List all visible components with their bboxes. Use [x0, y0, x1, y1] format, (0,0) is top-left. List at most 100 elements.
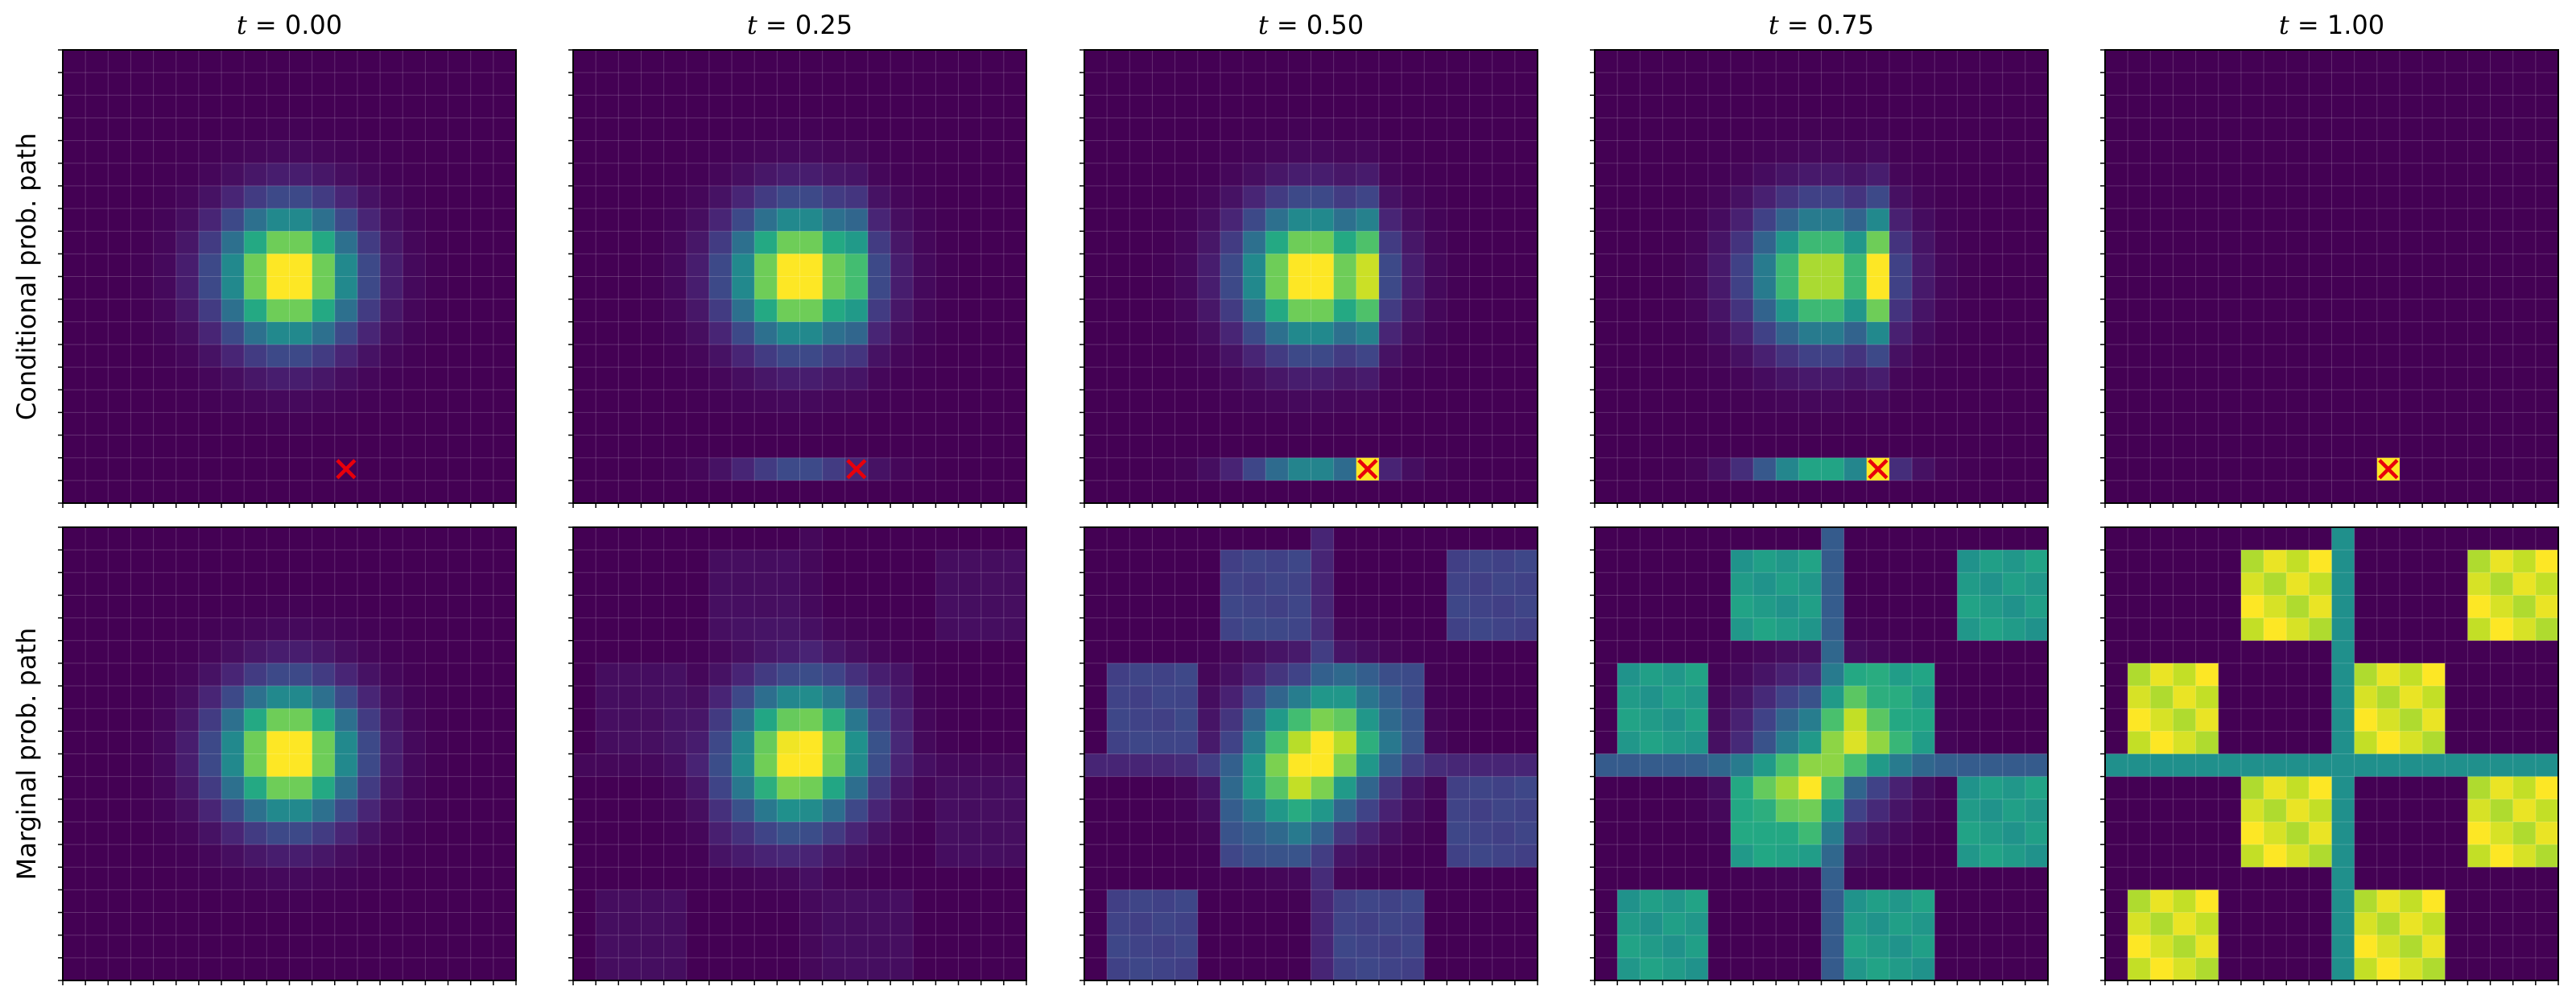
heatmap-cell	[244, 95, 267, 119]
heatmap-cell	[244, 753, 267, 778]
heatmap-cell	[1152, 412, 1176, 436]
heatmap-cell	[2286, 640, 2310, 664]
heatmap-cell	[2467, 867, 2491, 890]
heatmap-cell	[1243, 390, 1266, 413]
heatmap-cell	[777, 821, 801, 845]
heatmap-cell	[425, 821, 449, 845]
heatmap-cell	[312, 708, 336, 732]
heatmap-cell	[1821, 344, 1845, 368]
heatmap-cell	[2105, 140, 2128, 164]
heatmap-cell	[108, 435, 132, 459]
heatmap-cell	[334, 935, 358, 959]
heatmap-cell	[958, 889, 982, 914]
heatmap-cell	[2422, 957, 2446, 981]
heatmap-cell	[2105, 231, 2128, 254]
heatmap-cell	[448, 889, 472, 914]
heatmap-cell	[732, 140, 755, 164]
heatmap-cell	[2422, 799, 2446, 823]
heatmap-cell	[1003, 731, 1027, 755]
heatmap-cell	[2150, 844, 2174, 868]
heatmap-cell	[1356, 95, 1380, 119]
heatmap-cell	[641, 844, 665, 868]
heatmap-cell	[1707, 595, 1732, 619]
heatmap-cell	[85, 527, 109, 551]
heatmap-cell	[958, 844, 982, 868]
heatmap-cell	[1843, 889, 1868, 914]
heatmap-cell	[1333, 731, 1357, 755]
heatmap-cell	[312, 231, 336, 254]
heatmap-cell	[777, 118, 801, 142]
heatmap-cell	[1640, 889, 1664, 914]
heatmap-cell	[2128, 912, 2151, 936]
heatmap-cell	[1220, 776, 1244, 800]
heatmap-cell	[777, 957, 801, 981]
heatmap-cell	[175, 799, 200, 823]
heatmap-cell	[1957, 254, 1981, 278]
heatmap-cell	[777, 731, 801, 755]
heatmap-cell	[244, 118, 267, 142]
heatmap-cell	[153, 867, 177, 890]
heatmap-cell	[85, 799, 109, 823]
heatmap-cell	[2535, 844, 2559, 868]
heatmap-cell	[1424, 527, 1447, 551]
heatmap-cell	[1798, 640, 1823, 664]
heatmap-cell	[1333, 140, 1357, 164]
heatmap-cell	[1447, 799, 1471, 823]
heatmap-cell	[1957, 527, 1981, 551]
heatmap-cell	[1107, 731, 1130, 755]
heatmap-cell	[1197, 50, 1221, 73]
heatmap-cell	[1311, 799, 1335, 823]
heatmap-cell	[63, 254, 86, 278]
heatmap-cell	[2173, 595, 2197, 619]
heatmap-cell	[1107, 276, 1130, 300]
heatmap-cell	[63, 208, 86, 232]
heatmap-cell	[2264, 95, 2287, 119]
heatmap-cell	[1912, 185, 1935, 209]
heatmap-cell	[425, 889, 449, 914]
heatmap-cell	[822, 412, 846, 436]
heatmap-cell	[2354, 299, 2378, 323]
heatmap-cell	[1174, 435, 1199, 459]
heatmap-cell	[2490, 821, 2514, 845]
heatmap-cell	[1730, 231, 1754, 254]
heatmap-cell	[2512, 595, 2537, 619]
heatmap-cell	[1288, 844, 1312, 868]
heatmap-cell	[108, 935, 132, 959]
heatmap-cell	[1424, 708, 1447, 732]
heatmap-cell	[1003, 435, 1027, 459]
heatmap-cell	[380, 572, 403, 596]
heatmap-cell	[402, 912, 426, 936]
heatmap-cell	[2445, 889, 2468, 914]
heatmap-cell	[641, 231, 665, 254]
heatmap-cell	[2195, 299, 2219, 323]
heatmap-cell	[1424, 550, 1447, 573]
heatmap-cell	[1843, 867, 1868, 890]
heatmap-cell	[380, 867, 403, 890]
heatmap-cell	[493, 163, 517, 187]
heatmap-cell	[1288, 912, 1312, 936]
heatmap-cell	[266, 185, 291, 209]
heatmap-cell	[2150, 550, 2174, 573]
heatmap-cell	[935, 231, 960, 254]
heatmap-cell	[1821, 799, 1845, 823]
heatmap-cell	[980, 889, 1005, 914]
heatmap-cell	[1356, 527, 1380, 551]
heatmap-cell	[2376, 844, 2401, 868]
heatmap-cell	[935, 321, 960, 345]
heatmap-cell	[312, 753, 336, 778]
heatmap-cell	[2240, 163, 2264, 187]
heatmap-cell	[1003, 163, 1027, 187]
heatmap-cell	[2218, 412, 2242, 436]
heatmap-cell	[1288, 208, 1312, 232]
heatmap-cell	[175, 435, 200, 459]
heatmap-cell	[1843, 163, 1868, 187]
heatmap-cell	[844, 799, 869, 823]
heatmap-cell	[448, 572, 472, 596]
heatmap-cell	[1662, 299, 1686, 323]
heatmap-cell	[1378, 185, 1402, 209]
heatmap-cell	[1220, 457, 1244, 481]
heatmap-cell	[2264, 118, 2287, 142]
heatmap-cell	[2422, 321, 2446, 345]
heatmap-cell	[890, 435, 914, 459]
heatmap-cell	[1776, 50, 1799, 73]
